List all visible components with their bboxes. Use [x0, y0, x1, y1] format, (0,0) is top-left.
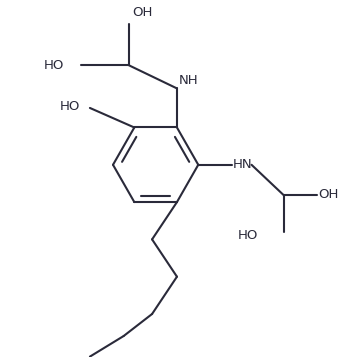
Text: HO: HO: [60, 100, 80, 113]
Text: HO: HO: [44, 59, 64, 72]
Text: HN: HN: [233, 158, 253, 171]
Text: OH: OH: [318, 188, 339, 202]
Text: HO: HO: [237, 229, 258, 242]
Text: OH: OH: [132, 6, 153, 19]
Text: NH: NH: [179, 74, 198, 87]
